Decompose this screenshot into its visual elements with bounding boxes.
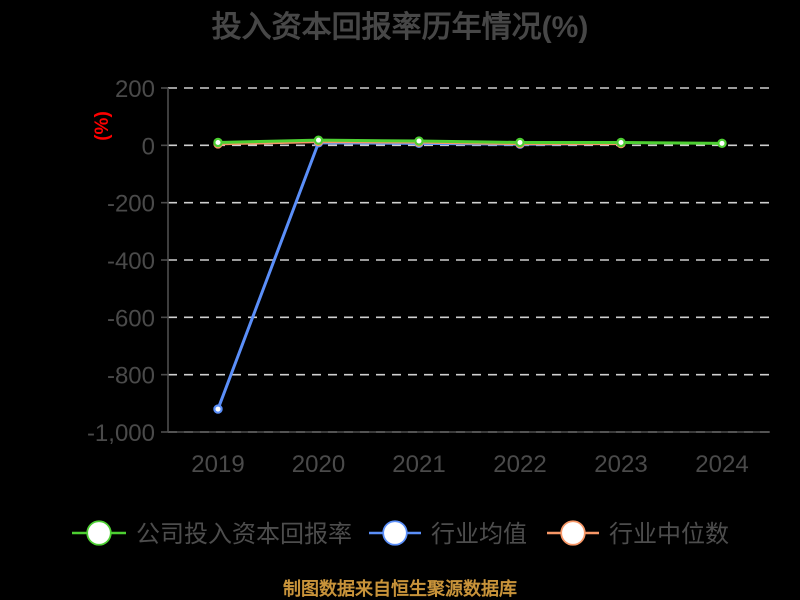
svg-text:2023: 2023 (594, 451, 647, 478)
svg-text:-600: -600 (107, 305, 155, 332)
svg-text:行业均值: 行业均值 (431, 521, 527, 548)
svg-text:2024: 2024 (695, 451, 748, 478)
svg-text:0: 0 (142, 133, 155, 160)
svg-text:2022: 2022 (493, 451, 546, 478)
svg-text:(%): (%) (92, 111, 113, 141)
svg-text:-800: -800 (107, 363, 155, 390)
svg-text:2020: 2020 (292, 451, 345, 478)
svg-text:200: 200 (115, 76, 155, 103)
svg-text:公司投入资本回报率: 公司投入资本回报率 (136, 521, 352, 548)
svg-text:-1,000: -1,000 (87, 420, 155, 447)
svg-text:行业中位数: 行业中位数 (609, 521, 729, 548)
svg-text:-400: -400 (107, 248, 155, 275)
svg-text:-200: -200 (107, 191, 155, 218)
svg-text:2021: 2021 (392, 451, 445, 478)
svg-text:2019: 2019 (191, 451, 244, 478)
